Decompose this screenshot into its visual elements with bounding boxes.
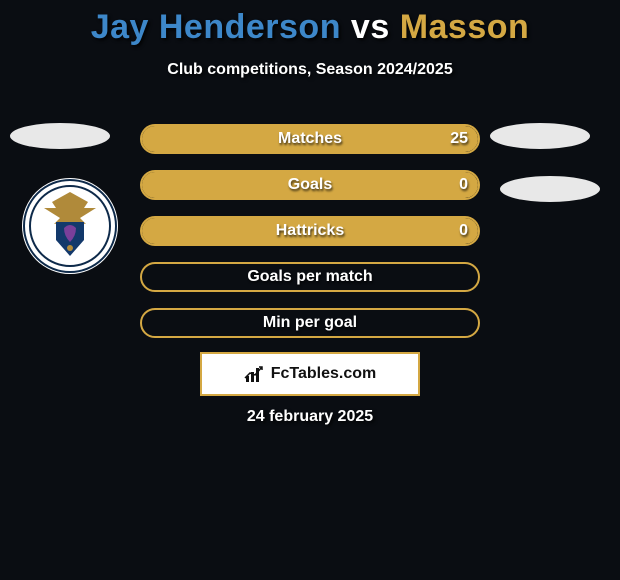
badge-text: FcTables.com: [271, 365, 377, 383]
fctables-badge: FcTables.com: [200, 352, 420, 396]
stats-panel: Matches 25 Goals 0 Hattricks 0 Goals per match…: [140, 124, 480, 354]
stat-row: Min per goal: [140, 308, 480, 338]
stat-row: Hattricks 0: [140, 216, 480, 246]
subtitle: Club competitions, Season 2024/2025: [0, 61, 620, 79]
stat-row: Matches 25: [140, 124, 480, 154]
decor-ellipse-right-bot: [500, 176, 600, 202]
page-title: Jay Henderson vs Masson: [0, 0, 620, 47]
stat-label: Hattricks: [276, 222, 344, 240]
stat-row: Goals 0: [140, 170, 480, 200]
stat-label: Goals: [288, 176, 332, 194]
title-player1: Jay Henderson: [91, 8, 341, 46]
stat-label: Matches: [278, 130, 342, 148]
stat-label: Min per goal: [263, 314, 357, 332]
bar-chart-icon: [244, 364, 266, 384]
title-player2: Masson: [400, 8, 530, 46]
decor-ellipse-left: [10, 123, 110, 149]
club-crest: [22, 178, 118, 274]
stat-row: Goals per match: [140, 262, 480, 292]
stat-value-right: 0: [459, 176, 468, 194]
decor-ellipse-right-top: [490, 123, 590, 149]
title-vs: vs: [351, 8, 390, 46]
stat-value-right: 0: [459, 222, 468, 240]
date-line: 24 february 2025: [0, 408, 620, 426]
stat-value-right: 25: [450, 130, 468, 148]
stat-label: Goals per match: [247, 268, 372, 286]
